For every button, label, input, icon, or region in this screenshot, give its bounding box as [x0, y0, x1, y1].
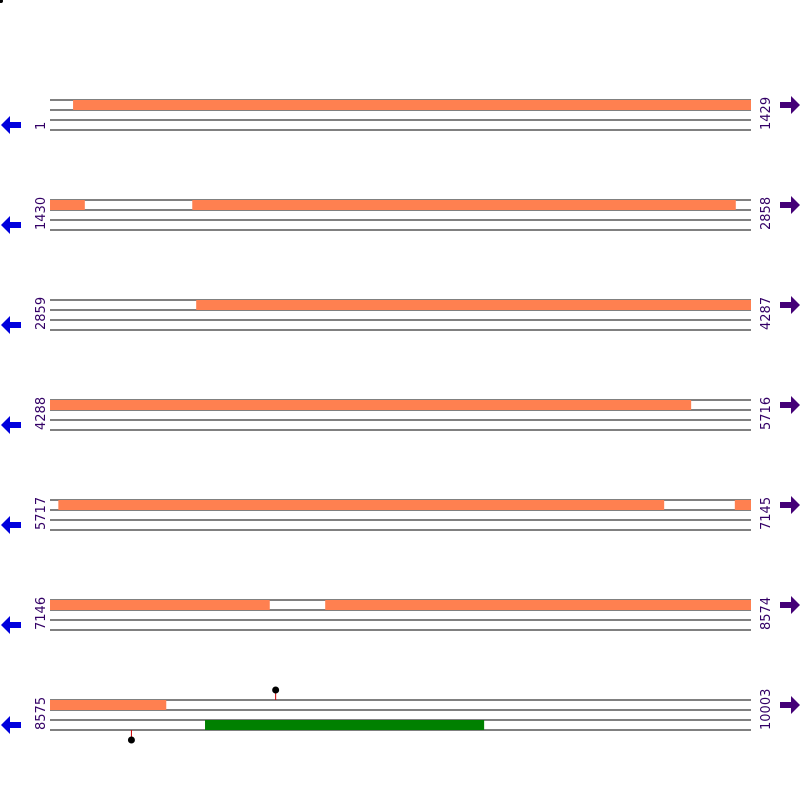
- marker-dot: [272, 686, 280, 694]
- arrow-right-icon: [780, 596, 800, 614]
- sequence-row: 2859 4287: [1, 296, 800, 334]
- end-position-label: 2858: [759, 197, 774, 230]
- feature-block: [50, 400, 692, 410]
- marker-dot: [127, 736, 135, 744]
- feature-block: [50, 700, 167, 710]
- end-position-label: 1429: [759, 97, 774, 130]
- arrow-right-icon: [780, 96, 800, 114]
- feature-block: [50, 200, 85, 210]
- sequence-row: 5717 7145: [1, 496, 800, 534]
- sequence-row: 4288 5716: [1, 396, 800, 434]
- arrow-left-icon: [1, 116, 21, 134]
- sequence-row: 1 1429: [1, 96, 800, 134]
- feature-block: [196, 300, 751, 310]
- feature-block: [734, 500, 751, 510]
- feature-block: [50, 600, 270, 610]
- arrow-left-icon: [1, 716, 21, 734]
- arrow-left-icon: [1, 416, 21, 434]
- arrow-left-icon: [1, 516, 21, 534]
- feature-block: [192, 200, 736, 210]
- sequence-row: 7146 8574: [1, 596, 800, 634]
- start-position-label: 5717: [34, 497, 49, 530]
- end-position-label: 8574: [759, 597, 774, 630]
- sequence-row: 8575 10003: [1, 686, 800, 744]
- feature-block: [73, 100, 752, 110]
- sequence-row: 1430 2858: [1, 196, 800, 234]
- feature-block: [58, 500, 665, 510]
- arrow-right-icon: [780, 496, 800, 514]
- arrow-left-icon: [1, 616, 21, 634]
- start-position-label: 1430: [34, 197, 49, 230]
- start-position-label: 7146: [34, 597, 49, 630]
- green-feature-block: [205, 720, 485, 730]
- end-position-label: 4287: [759, 297, 774, 330]
- arrow-right-icon: [780, 296, 800, 314]
- corner-dot: [0, 0, 3, 3]
- arrow-right-icon: [780, 396, 800, 414]
- arrow-left-icon: [1, 216, 21, 234]
- start-position-label: 2859: [34, 297, 49, 330]
- arrow-left-icon: [1, 316, 21, 334]
- end-position-label: 5716: [759, 397, 774, 430]
- start-position-label: 1: [34, 122, 49, 130]
- arrow-right-icon: [780, 196, 800, 214]
- arrow-right-icon: [780, 696, 800, 714]
- start-position-label: 4288: [34, 397, 49, 430]
- end-position-label: 7145: [759, 497, 774, 530]
- start-position-label: 8575: [34, 697, 49, 730]
- feature-block: [325, 600, 751, 610]
- end-position-label: 10003: [759, 689, 774, 730]
